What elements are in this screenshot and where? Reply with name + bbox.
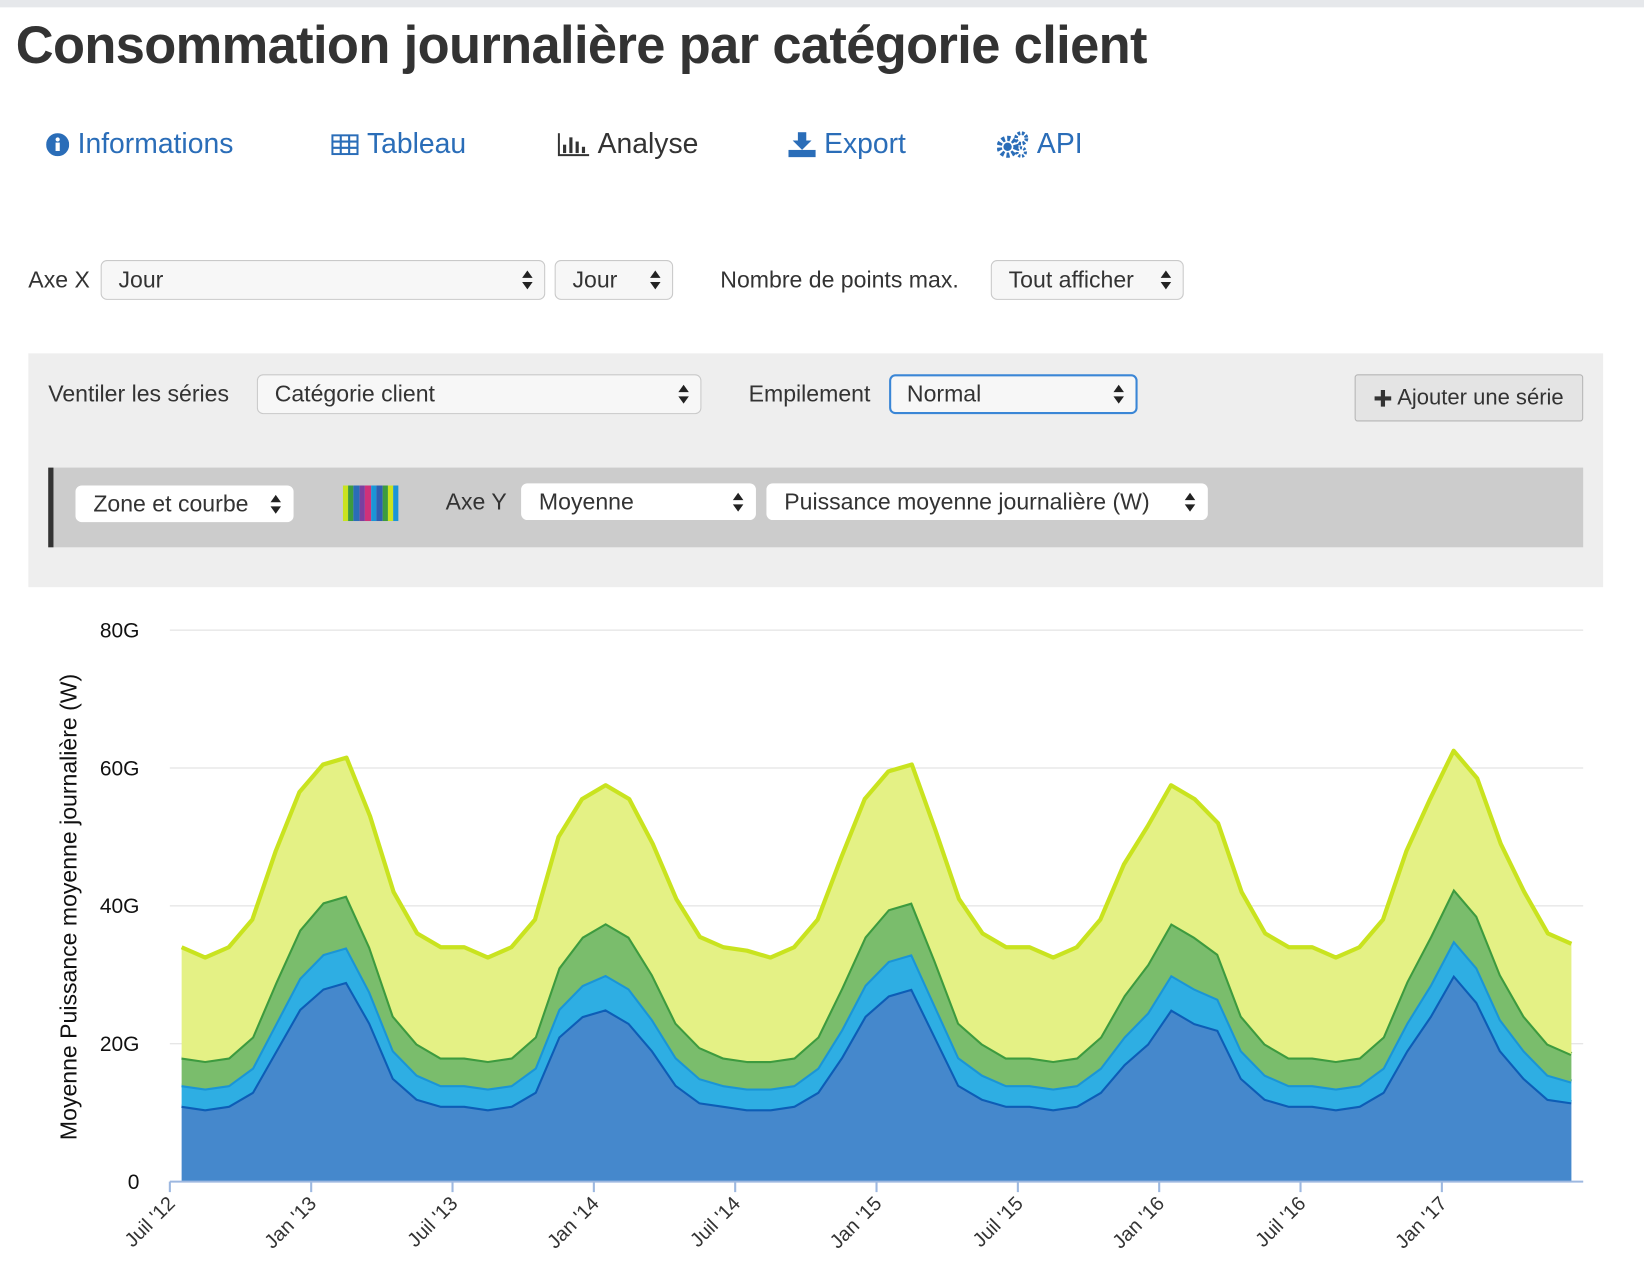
x-tick-label: Juil '15 bbox=[969, 1193, 1028, 1252]
select[interactable]: Catégorie client bbox=[256, 374, 702, 415]
x-tick-label: Jan '16 bbox=[1109, 1193, 1170, 1254]
nav-tab[interactable]: Tableau bbox=[331, 128, 466, 161]
x-tick-label: Juil '16 bbox=[1251, 1193, 1310, 1252]
top-bar bbox=[0, 0, 1644, 8]
select-value: Zone et courbe bbox=[93, 490, 249, 517]
select-arrows bbox=[1184, 492, 1196, 512]
add-series-button[interactable]: Ajouter une série bbox=[1354, 374, 1584, 422]
select-arrows bbox=[270, 494, 281, 514]
label: Axe X bbox=[28, 266, 90, 293]
label: Empilement bbox=[748, 380, 871, 407]
x-tick-label: Juil '12 bbox=[121, 1193, 180, 1252]
button-label: Ajouter une série bbox=[1397, 385, 1564, 410]
select[interactable]: Tout afficher bbox=[990, 260, 1184, 300]
chart: Moyenne Puissance moyenne journalière (W… bbox=[56, 619, 1584, 1254]
page-title: Consommation journalière par catégorie c… bbox=[15, 15, 1148, 75]
select[interactable]: Moyenne bbox=[521, 483, 756, 521]
nav-label: Analyse bbox=[597, 127, 699, 160]
select-value: Jour bbox=[118, 266, 164, 293]
x-tick-label: Jan '13 bbox=[260, 1193, 321, 1254]
table-icon bbox=[331, 133, 359, 155]
select[interactable]: Jour bbox=[100, 260, 546, 300]
select-arrows bbox=[522, 270, 533, 290]
x-tick-label: Jan '15 bbox=[826, 1193, 887, 1254]
nav-label: Export bbox=[824, 127, 906, 160]
select[interactable]: Zone et courbe bbox=[75, 485, 294, 523]
select-value: Puissance moyenne journalière (W) bbox=[784, 488, 1150, 515]
info-icon bbox=[46, 132, 70, 156]
select[interactable]: Puissance moyenne journalière (W) bbox=[766, 483, 1208, 521]
label: Ventiler les séries bbox=[48, 380, 230, 407]
nav-label: Tableau bbox=[366, 127, 467, 160]
plus-icon bbox=[1374, 389, 1391, 407]
select-arrows bbox=[1160, 270, 1172, 290]
select-arrows bbox=[678, 384, 689, 404]
select-value: Moyenne bbox=[538, 488, 634, 515]
area bbox=[181, 974, 1572, 1182]
select-arrows bbox=[650, 270, 661, 290]
nav-tab[interactable]: Informations bbox=[46, 128, 233, 161]
nav-tab[interactable]: API bbox=[997, 127, 1083, 161]
x-tick-label: Jan '14 bbox=[543, 1193, 604, 1254]
nav-label: API bbox=[1036, 127, 1083, 160]
gears-icon bbox=[997, 130, 1029, 158]
select-value: Catégorie client bbox=[274, 380, 435, 407]
chart-icon bbox=[557, 132, 590, 156]
y-tick-label: 0 bbox=[128, 1171, 140, 1194]
x-tick-label: Juil '13 bbox=[403, 1193, 462, 1252]
select[interactable]: Jour bbox=[554, 260, 674, 300]
y-tick-label: 20G bbox=[100, 1033, 140, 1056]
select-value: Normal bbox=[906, 380, 982, 407]
x-tick-label: Juil '14 bbox=[686, 1193, 745, 1252]
area bbox=[181, 888, 1572, 1089]
line bbox=[180, 748, 1573, 960]
nav-tab[interactable]: Export bbox=[788, 127, 906, 161]
y-tick-label: 60G bbox=[100, 757, 140, 780]
y-axis-title: Moyenne Puissance moyenne journalière (W… bbox=[56, 674, 82, 1140]
select-value: Tout afficher bbox=[1008, 266, 1134, 293]
select-arrows bbox=[732, 492, 744, 512]
select-arrows bbox=[1113, 384, 1124, 404]
label: Axe Y bbox=[445, 488, 507, 515]
y-tick-label: 40G bbox=[100, 895, 140, 918]
color-swatch[interactable] bbox=[342, 485, 399, 522]
download-icon bbox=[788, 131, 816, 157]
select-value: Jour bbox=[572, 266, 618, 293]
y-tick-label: 80G bbox=[100, 619, 140, 642]
nav-label: Informations bbox=[77, 127, 234, 160]
nav-tab[interactable]: Analyse bbox=[557, 127, 699, 161]
area bbox=[181, 750, 1572, 1061]
select[interactable]: Normal bbox=[889, 374, 1138, 415]
x-tick-label: Jan '17 bbox=[1391, 1193, 1452, 1254]
label: Nombre de points max. bbox=[720, 266, 959, 293]
